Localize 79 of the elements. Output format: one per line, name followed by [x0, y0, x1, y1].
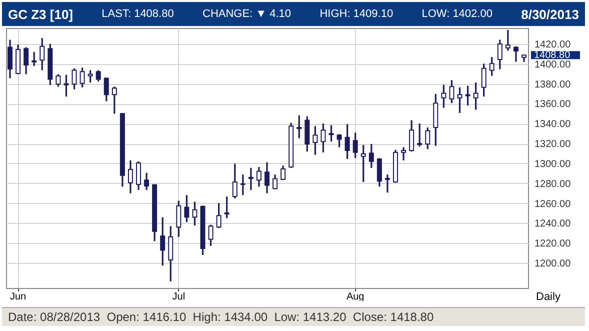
x-tick-label: Jul	[172, 292, 186, 302]
candlestick	[368, 143, 374, 169]
candlestick	[112, 86, 117, 114]
candlestick	[328, 124, 334, 142]
candlestick	[465, 84, 470, 106]
candlestick	[425, 126, 430, 150]
candlestick	[24, 46, 29, 76]
candlestick	[232, 162, 238, 200]
candlestick	[256, 166, 262, 188]
y-tick-label: 1420.00	[534, 39, 572, 50]
candlestick	[96, 69, 101, 82]
chart-subtitle: 8/30/2013	[521, 6, 579, 22]
y-tick-label: 1400.00	[534, 59, 572, 70]
text: Daily	[536, 291, 560, 303]
candlestick	[497, 38, 502, 70]
candlestick	[168, 225, 174, 282]
candlestick	[40, 37, 45, 72]
candlestick	[72, 68, 77, 90]
y-tick-label: 1300.00	[534, 158, 572, 170]
candlestick	[272, 174, 278, 190]
candlestick	[457, 86, 462, 114]
candlestick	[489, 56, 494, 77]
y-tick-label: 1240.00	[534, 218, 572, 230]
text: LOW: 1402.00	[422, 8, 492, 20]
candlestick	[401, 146, 406, 162]
text: Date: 08/28/2013 Open: 1416.10 High: 1434.00 Low: 1413.20 Close: 1418.80	[2, 307, 585, 326]
text: HIGH: 1409.10	[320, 8, 394, 20]
candlestick	[176, 200, 182, 238]
candlestick	[376, 157, 382, 188]
candlestick	[312, 125, 318, 156]
candlestick	[481, 62, 486, 98]
y-tick-label: 1260.00	[534, 198, 572, 210]
candlestick	[32, 51, 37, 67]
text: 1408.80	[534, 50, 571, 62]
candlestick	[360, 144, 366, 183]
candlestick	[505, 29, 510, 52]
candlestick	[80, 66, 85, 88]
candlestick	[144, 172, 150, 191]
candlestick	[208, 224, 214, 247]
candlestick	[8, 38, 13, 80]
y-tick-label: 1220.00	[534, 238, 572, 250]
candlestick	[384, 174, 390, 194]
candlestick	[409, 119, 414, 152]
candlestick	[160, 216, 166, 266]
candlestick	[184, 194, 190, 223]
chart-title: GC Z3 [10]	[8, 6, 74, 22]
y-tick-label: 1360.00	[534, 99, 572, 110]
candlestick	[240, 174, 246, 196]
candlestick	[352, 132, 358, 159]
candlestick	[128, 160, 133, 194]
text: LAST: 1408.80	[102, 8, 174, 20]
y-tick-label: 1200.00	[534, 258, 572, 270]
candlestick	[248, 167, 254, 191]
candlestick	[88, 69, 93, 84]
text: CHANGE: ▼ 4.10	[202, 8, 292, 20]
candlestick	[336, 133, 342, 148]
y-tick-label: 1320.00	[534, 139, 572, 150]
candlestick	[449, 79, 454, 104]
candlestick	[136, 160, 142, 191]
candlestick	[320, 122, 326, 154]
candlestick	[304, 115, 310, 152]
candlestick	[280, 164, 286, 181]
y-tick-label: 1380.00	[534, 79, 572, 90]
candlestick	[441, 84, 446, 109]
candlestick	[344, 123, 350, 160]
candlestick	[64, 74, 69, 98]
candlestick	[473, 82, 478, 110]
candlestick	[56, 73, 61, 88]
candlestick	[216, 202, 222, 229]
x-tick-label: Jun	[10, 292, 26, 302]
candlestick	[192, 200, 198, 226]
candlestick	[224, 196, 230, 219]
candlestick	[104, 76, 109, 102]
candlestick	[417, 122, 422, 148]
candlestick	[513, 46, 518, 63]
y-tick-label: 1280.00	[534, 178, 572, 190]
y-tick-label: 1340.00	[534, 119, 572, 130]
candlestick	[264, 161, 270, 194]
candlestick	[296, 114, 302, 140]
